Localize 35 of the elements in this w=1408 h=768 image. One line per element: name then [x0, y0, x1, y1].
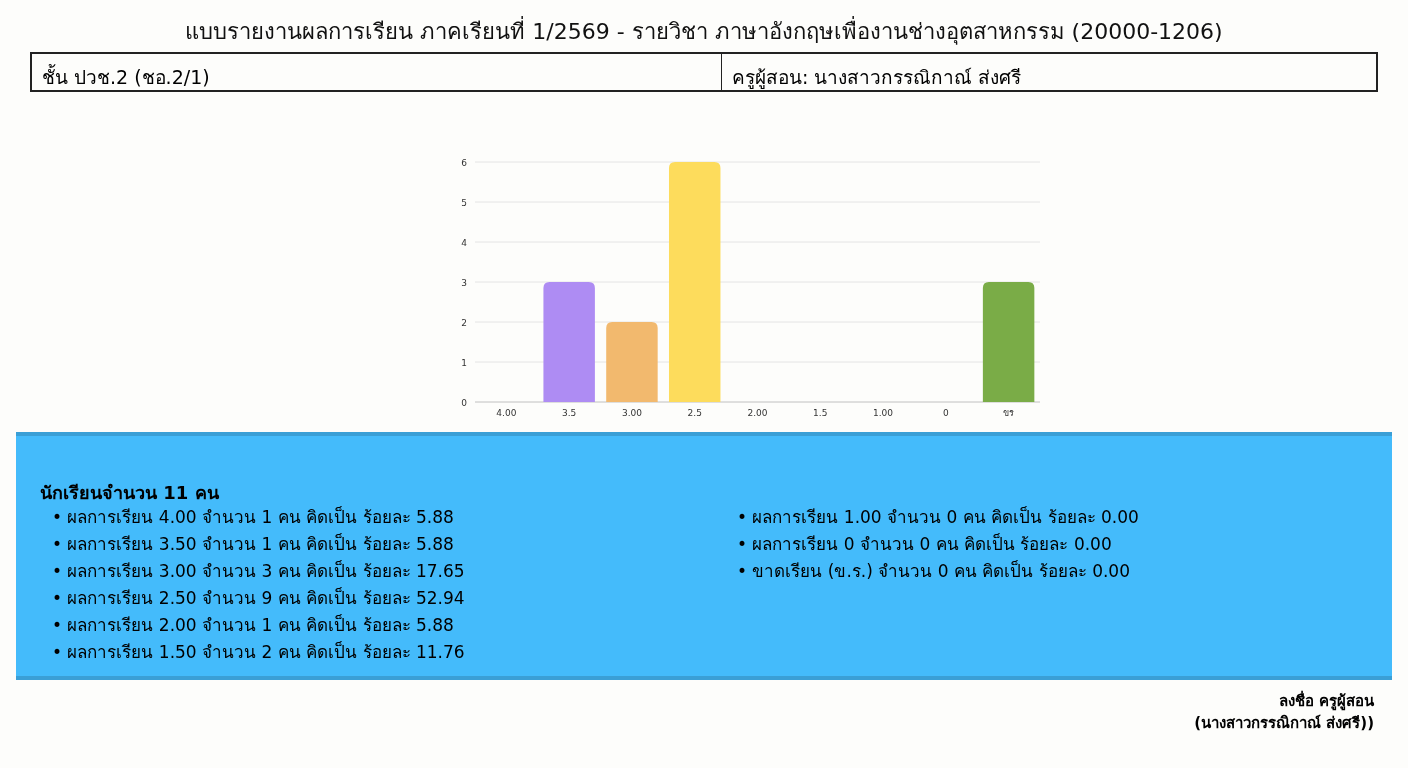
- y-tick-label: 2: [461, 317, 467, 328]
- bar: [982, 282, 1035, 402]
- x-tick-label: 2.5: [687, 408, 702, 418]
- text: • ผลการเรียน 0 จำนวน 0 คน คิดเป็น ร้อยละ 0.00: [737, 532, 1113, 556]
- text: • ผลการเรียน 1.50 จำนวน 2 คน คิดเป็น ร้อยละ 11.76: [52, 640, 465, 664]
- x-tick-label: 1.00: [873, 408, 894, 418]
- x-tick-label: 3.5: [562, 408, 577, 418]
- text: • ผลการเรียน 4.00 จำนวน 1 คน คิดเป็น ร้อยละ 5.88: [52, 505, 455, 529]
- x-tick-label: 4.00: [496, 408, 517, 418]
- y-tick-label: 0: [461, 397, 468, 408]
- text: • ขาดเรียน (ข.ร.) จำนวน 0 คน คิดเป็น ร้อยละ 0.00: [737, 559, 1131, 583]
- y-tick-label: 1: [461, 357, 467, 368]
- y-tick-label: 6: [461, 157, 468, 168]
- text: • ผลการเรียน 3.00 จำนวน 3 คน คิดเป็น ร้อยละ 17.65: [52, 559, 465, 583]
- x-tick-label: 1.5: [813, 408, 828, 418]
- text: • ผลการเรียน 3.50 จำนวน 1 คน คิดเป็น ร้อยละ 5.88: [52, 532, 455, 556]
- text: • ผลการเรียน 1.00 จำนวน 0 คน คิดเป็น ร้อยละ 0.00: [737, 505, 1139, 529]
- bar: [606, 322, 658, 402]
- x-tick-label: 0: [942, 408, 949, 418]
- text: ครูผู้สอน: นางสาวกรรณิกาณ์ ส่งศรี: [731, 65, 1023, 90]
- y-tick-label: 4: [461, 237, 468, 248]
- x-tick-label: 3.00: [621, 408, 643, 418]
- text: ชั้น ปวช.2 (ชอ.2/1): [32, 54, 722, 90]
- text: นักเรียนจำนวน 11 คน: [40, 481, 219, 505]
- text: (นางสาวกรรณิกาณ์ ส่งศรี)): [1194, 713, 1374, 734]
- y-tick-label: 3: [461, 277, 467, 288]
- bar: [668, 162, 721, 402]
- text: • ผลการเรียน 2.50 จำนวน 9 คน คิดเป็น ร้อยละ 52.94: [52, 586, 465, 610]
- x-tick-label: 2.00: [747, 408, 768, 418]
- text: • ผลการเรียน 2.00 จำนวน 1 คน คิดเป็น ร้อยละ 5.88: [52, 613, 455, 637]
- text: ลงชื่อ ครูผู้สอน: [1277, 690, 1374, 712]
- bar: [543, 282, 595, 402]
- x-tick-label: ขร: [1003, 408, 1015, 418]
- y-tick-label: 5: [461, 197, 467, 208]
- chart-title: แบบรายงานผลการเรียน ภาคเรียนที่ 1/2569 - รายวิชา ภาษาอังกฤษเพื่องานช่างอุตสาหกรรม (20000-1206): [184, 15, 1224, 47]
